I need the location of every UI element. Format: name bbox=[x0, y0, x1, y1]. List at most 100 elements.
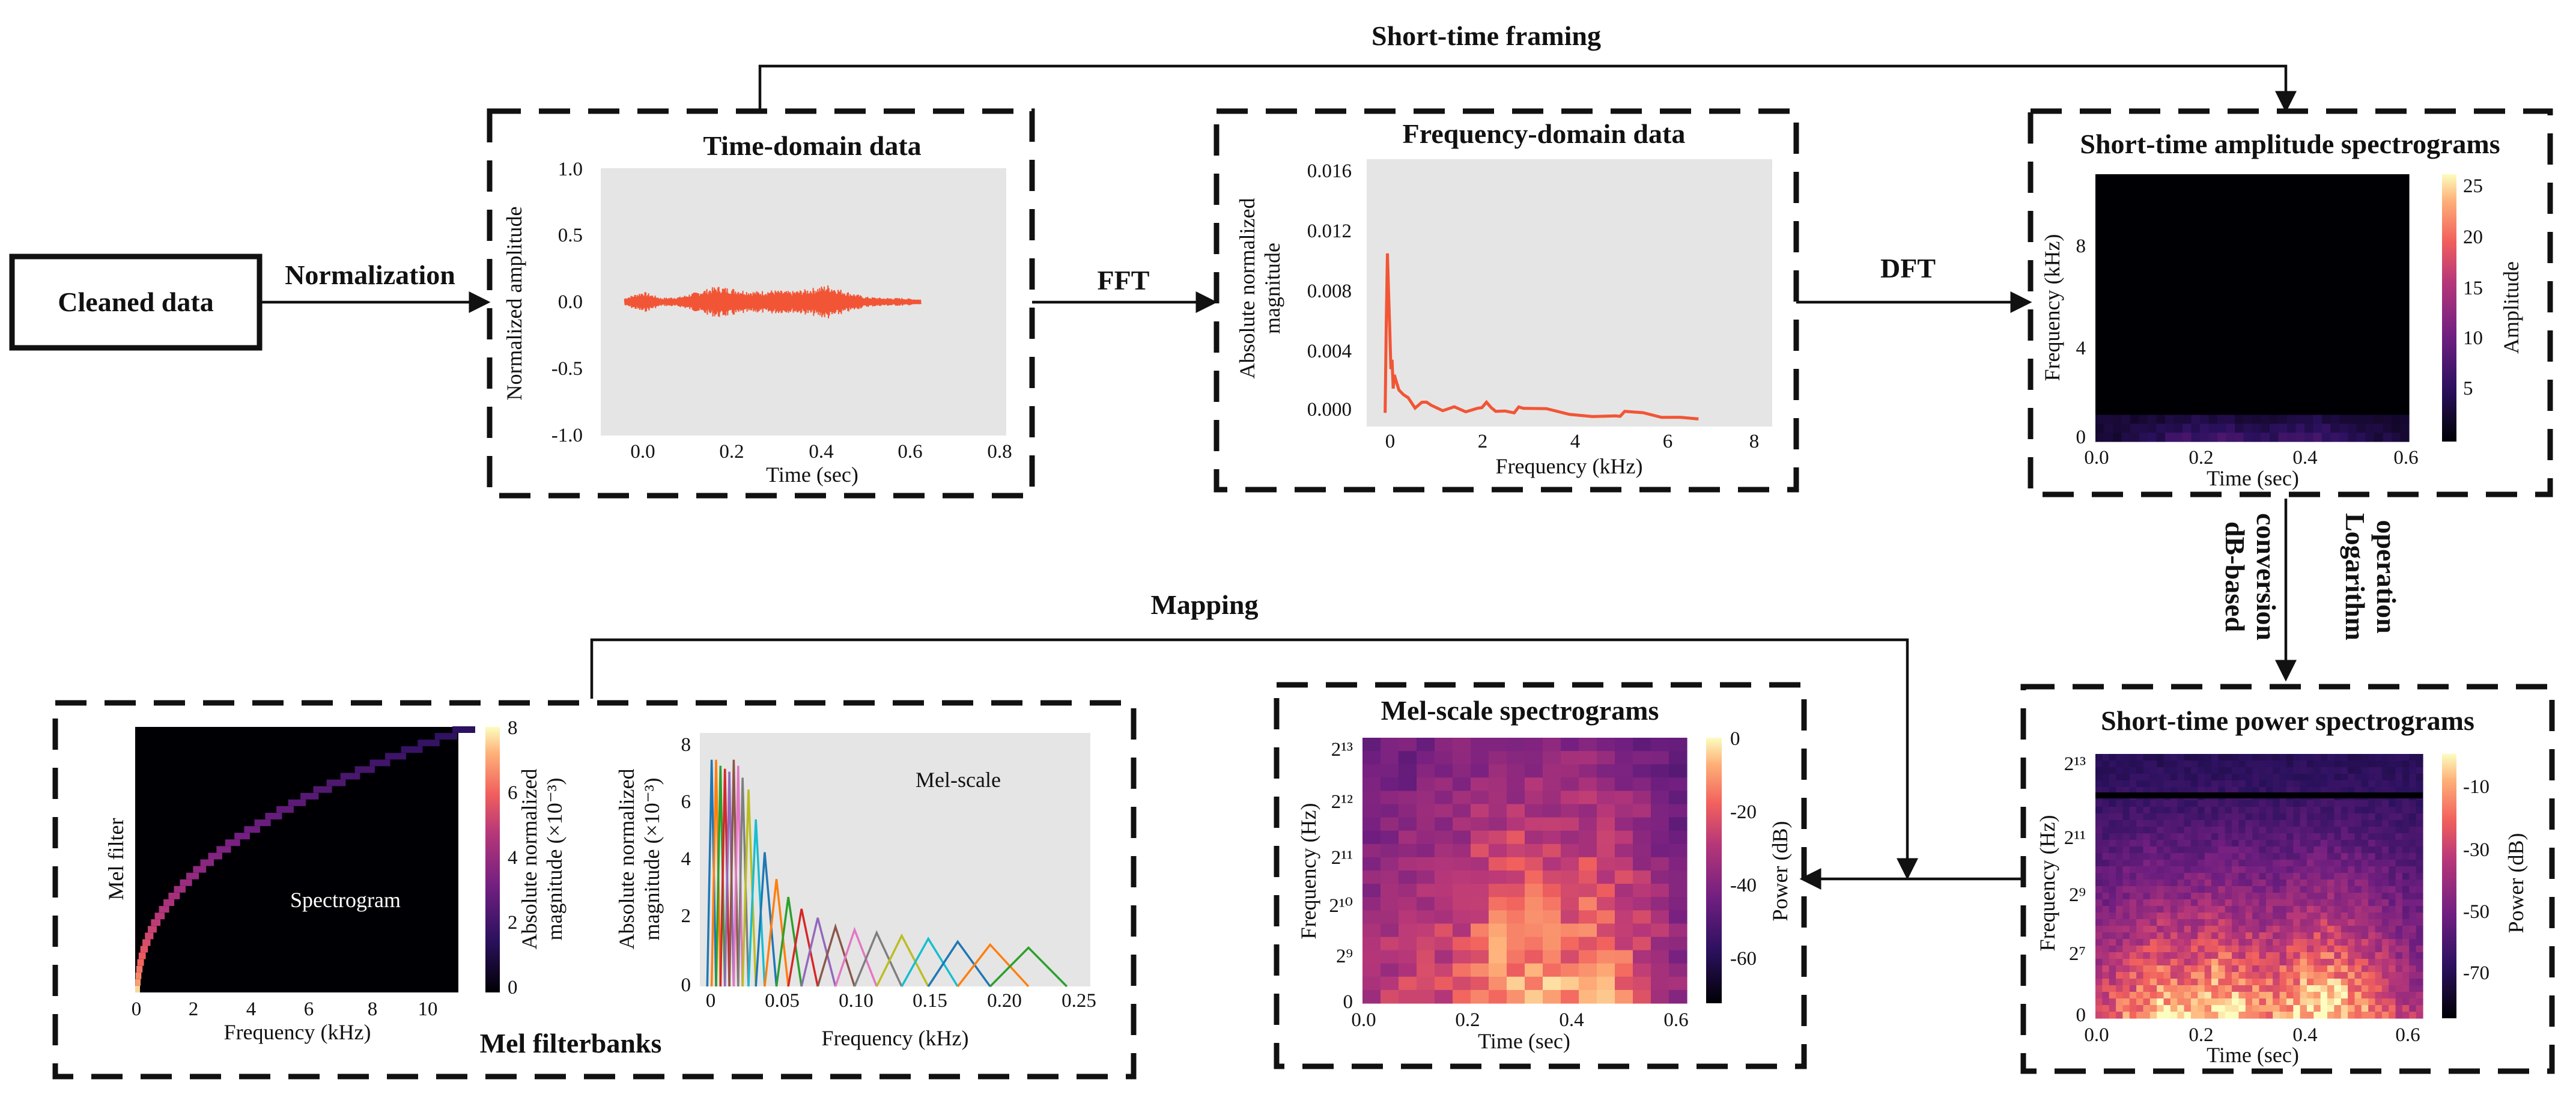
power-cell bbox=[2334, 913, 2342, 920]
power-cell bbox=[2143, 893, 2151, 900]
amplitude-cell bbox=[2183, 335, 2192, 344]
power-cell bbox=[2395, 952, 2403, 959]
amplitude-cell bbox=[2208, 254, 2218, 264]
amplitude-cell bbox=[2139, 174, 2148, 184]
power-cell bbox=[2286, 972, 2294, 979]
power-cell bbox=[2286, 853, 2294, 860]
amplitude-cell bbox=[2278, 370, 2288, 380]
amplitude-cell bbox=[2235, 299, 2244, 309]
amplitude-cell bbox=[2295, 236, 2305, 246]
mel-cell bbox=[1633, 963, 1651, 977]
power-cell bbox=[2149, 899, 2157, 907]
power-cell bbox=[2375, 820, 2383, 827]
mel-cell bbox=[1362, 897, 1381, 911]
amplitude-cell bbox=[2165, 361, 2175, 371]
power-cell bbox=[2225, 1005, 2232, 1012]
amplitude-cell bbox=[2174, 219, 2183, 228]
power-cell bbox=[2232, 886, 2240, 893]
amplitude-cell bbox=[2191, 254, 2201, 264]
power-cell bbox=[2327, 939, 2334, 946]
power-cell bbox=[2157, 946, 2164, 953]
power-cell bbox=[2293, 846, 2301, 854]
amplitude-cell bbox=[2139, 352, 2148, 362]
power-cell bbox=[2184, 880, 2192, 887]
amplitude-cell bbox=[2278, 361, 2288, 371]
power-cell bbox=[2191, 761, 2198, 768]
power-cell bbox=[2238, 767, 2246, 774]
power-cell bbox=[2095, 860, 2103, 867]
power-cell bbox=[2122, 926, 2130, 933]
amplitude-cell bbox=[2148, 370, 2157, 380]
power-cell bbox=[2211, 893, 2219, 900]
power-cell bbox=[2265, 820, 2273, 827]
power-cell bbox=[2368, 1005, 2376, 1012]
power-cell bbox=[2211, 860, 2219, 867]
power-cell bbox=[2232, 833, 2240, 840]
amplitude-cell bbox=[2191, 201, 2201, 210]
power-cell bbox=[2225, 919, 2232, 926]
power-cell bbox=[2416, 807, 2423, 814]
power-cell bbox=[2177, 952, 2185, 959]
power-cell bbox=[2211, 952, 2219, 959]
amplitude-cell bbox=[2261, 424, 2270, 433]
power-cell bbox=[2143, 979, 2151, 986]
power-cell bbox=[2204, 926, 2212, 933]
power-cell bbox=[2259, 866, 2267, 873]
power-cell bbox=[2389, 767, 2396, 774]
amplitude-cell bbox=[2208, 219, 2218, 228]
ytick: -0.5 bbox=[551, 358, 583, 380]
amplitude-cell bbox=[2313, 201, 2322, 210]
amplitude-cell bbox=[2235, 174, 2244, 184]
power-cell bbox=[2327, 787, 2334, 794]
amplitude-cell bbox=[2217, 228, 2227, 237]
power-cell bbox=[2225, 813, 2232, 821]
power-cell bbox=[2184, 913, 2192, 920]
power-cell bbox=[2095, 952, 2103, 959]
power-cell bbox=[2265, 985, 2273, 992]
power-cell bbox=[2225, 972, 2232, 979]
power-cell bbox=[2109, 893, 2116, 900]
power-cell bbox=[2361, 846, 2369, 854]
amplitude-cell bbox=[2217, 272, 2227, 282]
amplitude-cell bbox=[2295, 281, 2305, 291]
amplitude-cell bbox=[2200, 210, 2210, 219]
amplitude-cell bbox=[2270, 210, 2279, 219]
power-cell bbox=[2129, 754, 2137, 761]
power-cell bbox=[2095, 946, 2103, 953]
amplitude-cell bbox=[2183, 308, 2192, 317]
amplitude-cell bbox=[2313, 361, 2322, 371]
power-cell bbox=[2143, 860, 2151, 867]
power-cell bbox=[2184, 787, 2192, 794]
mel-cell bbox=[1525, 989, 1543, 1004]
power-cell bbox=[2170, 952, 2178, 959]
amplitude-cell bbox=[2156, 219, 2166, 228]
amplitude-cell bbox=[2322, 210, 2331, 219]
power-cell bbox=[2361, 873, 2369, 880]
mel-filterbanks-caption: Mel filterbanks bbox=[480, 1028, 662, 1059]
power-cell bbox=[2327, 780, 2334, 788]
power-cell bbox=[2368, 998, 2376, 1006]
power-cell bbox=[2238, 972, 2246, 979]
power-cell bbox=[2265, 998, 2273, 1006]
mel-scale-ylabel: Absolute normalized magnitude (×10⁻³) bbox=[615, 769, 664, 950]
mel-cell bbox=[1597, 910, 1615, 924]
amplitude-cell bbox=[2365, 174, 2375, 184]
amplitude-cell bbox=[2295, 433, 2305, 442]
amplitude-cell bbox=[2226, 254, 2235, 264]
xtick: 0.0 bbox=[1351, 1009, 1376, 1031]
amplitude-cell bbox=[2261, 174, 2270, 184]
power-cell bbox=[2116, 1012, 2124, 1019]
amplitude-cell bbox=[2226, 281, 2235, 291]
amplitude-cell bbox=[2313, 343, 2322, 353]
mel-triangle-filter bbox=[719, 768, 731, 987]
amplitude-cell bbox=[2191, 192, 2201, 202]
power-cell bbox=[2375, 813, 2383, 821]
amplitude-cell bbox=[2392, 361, 2401, 371]
power-cell bbox=[2204, 873, 2212, 880]
power-cell bbox=[2307, 780, 2314, 788]
power-cell bbox=[2149, 998, 2157, 1006]
power-cell bbox=[2102, 787, 2110, 794]
power-cell bbox=[2279, 880, 2287, 887]
mel-cell bbox=[1381, 897, 1399, 911]
power-cell bbox=[2265, 946, 2273, 953]
